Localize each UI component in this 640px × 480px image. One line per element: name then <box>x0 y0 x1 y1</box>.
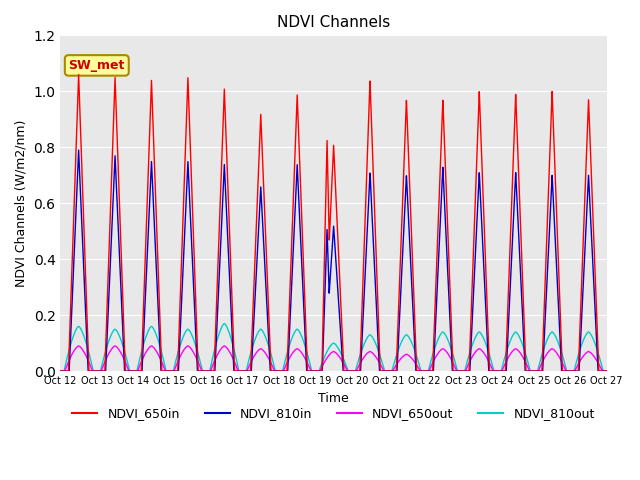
NDVI_810in <box>603 368 611 374</box>
NDVI_810out <box>486 356 494 361</box>
NDVI_810in <box>75 147 83 153</box>
NDVI_650out <box>261 349 269 355</box>
Y-axis label: NDVI Channels (W/m2/nm): NDVI Channels (W/m2/nm) <box>15 120 28 287</box>
Line: NDVI_810in: NDVI_810in <box>60 150 607 371</box>
NDVI_650in <box>601 368 609 374</box>
NDVI_650in <box>603 368 611 374</box>
Line: NDVI_810out: NDVI_810out <box>60 324 607 371</box>
Line: NDVI_650in: NDVI_650in <box>60 74 607 371</box>
NDVI_810out <box>173 352 181 358</box>
NDVI_650in <box>168 368 175 374</box>
NDVI_650out <box>409 357 417 363</box>
NDVI_650in <box>56 368 64 374</box>
NDVI_650in <box>486 368 494 374</box>
NDVI_650out <box>173 360 181 366</box>
NDVI_650in <box>409 271 417 276</box>
NDVI_650out <box>601 368 609 374</box>
NDVI_810out <box>168 368 175 374</box>
NDVI_810in <box>486 368 494 374</box>
NDVI_650out <box>75 343 83 349</box>
NDVI_810in <box>261 266 269 272</box>
X-axis label: Time: Time <box>318 392 349 405</box>
NDVI_650in <box>173 368 181 374</box>
NDVI_810out <box>601 368 609 374</box>
NDVI_810in <box>601 368 609 374</box>
NDVI_810out <box>603 368 611 374</box>
NDVI_810out <box>56 368 64 374</box>
NDVI_650in <box>75 72 83 77</box>
NDVI_810in <box>409 307 417 313</box>
NDVI_650out <box>168 368 175 374</box>
Line: NDVI_650out: NDVI_650out <box>60 346 607 371</box>
NDVI_650out <box>56 368 64 374</box>
NDVI_810in <box>168 368 175 374</box>
NDVI_810in <box>173 368 181 374</box>
Title: NDVI Channels: NDVI Channels <box>277 15 390 30</box>
NDVI_650out <box>603 368 611 374</box>
NDVI_810out <box>221 321 228 326</box>
NDVI_650in <box>261 218 269 224</box>
NDVI_810out <box>261 333 269 339</box>
NDVI_810out <box>409 343 417 348</box>
Text: SW_met: SW_met <box>68 59 125 72</box>
NDVI_810in <box>56 368 64 374</box>
Legend: NDVI_650in, NDVI_810in, NDVI_650out, NDVI_810out: NDVI_650in, NDVI_810in, NDVI_650out, NDV… <box>67 402 600 425</box>
NDVI_650out <box>486 362 494 368</box>
